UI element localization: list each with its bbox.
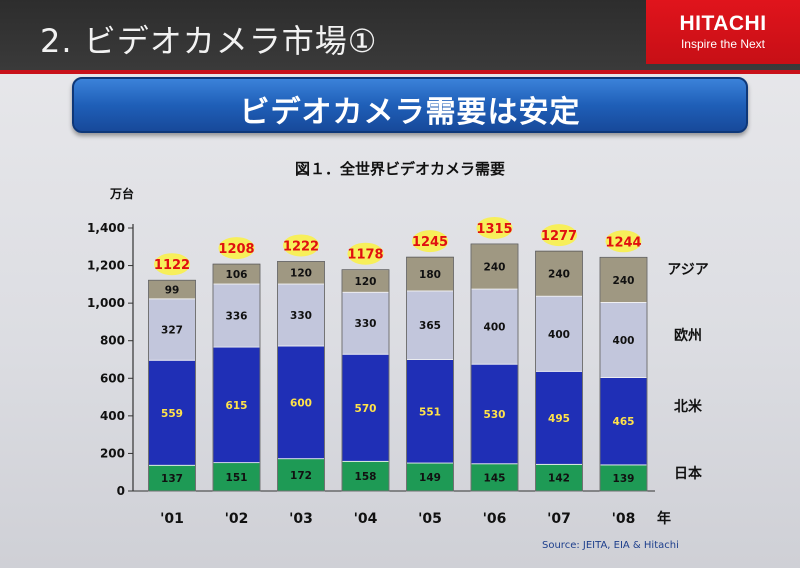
bar-outline (341, 269, 390, 492)
total-value-label: 1277 (541, 229, 577, 244)
bar-segment (341, 353, 390, 462)
x-tick-label: '06 (483, 511, 507, 527)
bar-outline (599, 256, 648, 492)
bar-segment (535, 370, 583, 465)
segment-value-label: 400 (548, 329, 570, 341)
total-bubble (605, 230, 642, 253)
segment-value-label: 365 (419, 320, 441, 332)
y-axis-unit: 万台 (110, 187, 135, 201)
segment-value-label: 327 (161, 325, 183, 337)
y-tick-label: 200 (100, 446, 125, 460)
headline-banner: ビデオカメラ需要は安定 (72, 77, 748, 133)
segment-value-label: 142 (548, 473, 570, 485)
total-value-label: 1208 (218, 242, 254, 257)
total-bubble (154, 253, 190, 276)
chart-title: 図１．全世界ビデオカメラ需要 (294, 160, 505, 178)
total-value-label: 1178 (347, 248, 383, 263)
x-tick-label: '05 (418, 511, 442, 527)
segment-value-label: 330 (290, 310, 312, 322)
segment-value-label: 336 (226, 311, 248, 323)
y-tick-label: 600 (100, 371, 125, 385)
segment-value-label: 120 (290, 268, 312, 280)
segment-value-label: 106 (226, 269, 248, 281)
total-value-label: 1222 (283, 239, 319, 254)
legend-label: 北米 (674, 398, 703, 415)
bar-outline (148, 279, 196, 492)
total-bubble (476, 216, 513, 239)
bar-outline (277, 261, 325, 492)
total-value-label: 1245 (412, 235, 448, 250)
total-value-label: 1122 (154, 258, 190, 273)
x-axis-unit: 年 (657, 510, 671, 527)
segment-value-label: 570 (355, 403, 377, 415)
bar-segment (406, 256, 454, 292)
bar-segment (406, 359, 454, 464)
y-tick-label: 1,000 (87, 296, 125, 310)
total-bubble (218, 237, 255, 260)
slide-title: 2. ビデオカメラ市場① (40, 22, 378, 60)
bar-outline (212, 263, 261, 492)
segment-value-label: 495 (548, 413, 570, 425)
total-bubble (412, 230, 448, 253)
segment-value-label: 615 (226, 400, 248, 412)
bar-outline (470, 243, 519, 492)
segment-value-label: 240 (484, 262, 506, 274)
bar-outline (535, 250, 583, 492)
bar-segment (535, 250, 583, 297)
x-tick-label: '03 (289, 511, 313, 527)
segment-value-label: 172 (290, 470, 312, 482)
segment-value-label: 99 (165, 285, 180, 297)
bar-segment (277, 345, 325, 460)
y-tick-label: 1,200 (87, 259, 125, 273)
y-tick-label: 800 (100, 334, 125, 348)
y-tick-label: 0 (117, 484, 125, 498)
total-value-label: 1315 (476, 222, 512, 237)
segment-value-label: 330 (355, 318, 377, 330)
segment-value-label: 137 (161, 473, 183, 485)
segment-value-label: 149 (419, 472, 441, 484)
hitachi-logo: HITACHI Inspire the Next (646, 0, 800, 64)
x-tick-label: '01 (160, 511, 184, 527)
legend-label: アジア (667, 262, 708, 278)
segment-value-label: 465 (613, 416, 635, 428)
x-tick-label: '07 (547, 511, 571, 527)
total-bubble (283, 234, 319, 257)
legend-label: 日本 (674, 465, 703, 482)
segment-value-label: 400 (613, 335, 635, 347)
logo-name: HITACHI (679, 12, 767, 35)
y-tick-label: 400 (100, 409, 125, 423)
segment-value-label: 139 (613, 473, 635, 485)
segment-value-label: 400 (484, 322, 506, 334)
headline-text: ビデオカメラ需要は安定 (239, 95, 581, 130)
segment-value-label: 551 (419, 406, 441, 418)
segment-value-label: 240 (548, 269, 570, 281)
total-bubble (541, 224, 577, 247)
x-tick-label: '04 (354, 511, 378, 527)
total-bubble (347, 242, 384, 265)
segment-value-label: 559 (161, 408, 183, 420)
segment-value-label: 530 (484, 409, 506, 421)
segment-value-label: 600 (290, 397, 312, 409)
segment-value-label: 240 (613, 275, 635, 287)
segment-value-label: 120 (355, 276, 377, 288)
source-note: Source: JEITA, EIA & Hitachi (542, 540, 679, 551)
total-value-label: 1244 (605, 235, 641, 250)
bar-segment (535, 295, 583, 372)
segment-value-label: 145 (484, 472, 506, 484)
bar-outline (406, 256, 454, 492)
x-tick-label: '02 (225, 511, 249, 527)
x-tick-label: '08 (612, 511, 636, 527)
legend-label: 欧州 (674, 327, 702, 344)
y-tick-label: 1,400 (87, 221, 125, 235)
logo-tagline: Inspire the Next (680, 37, 766, 51)
bar-segment (406, 290, 454, 360)
segment-value-label: 151 (226, 472, 248, 484)
segment-value-label: 180 (419, 269, 441, 281)
segment-value-label: 158 (355, 471, 377, 483)
divider-line (0, 70, 800, 74)
